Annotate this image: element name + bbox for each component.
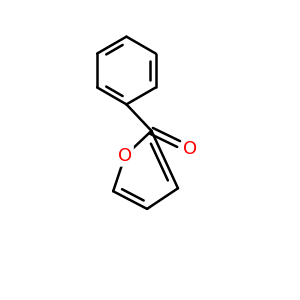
Text: O: O (183, 140, 197, 158)
Text: O: O (118, 147, 132, 165)
